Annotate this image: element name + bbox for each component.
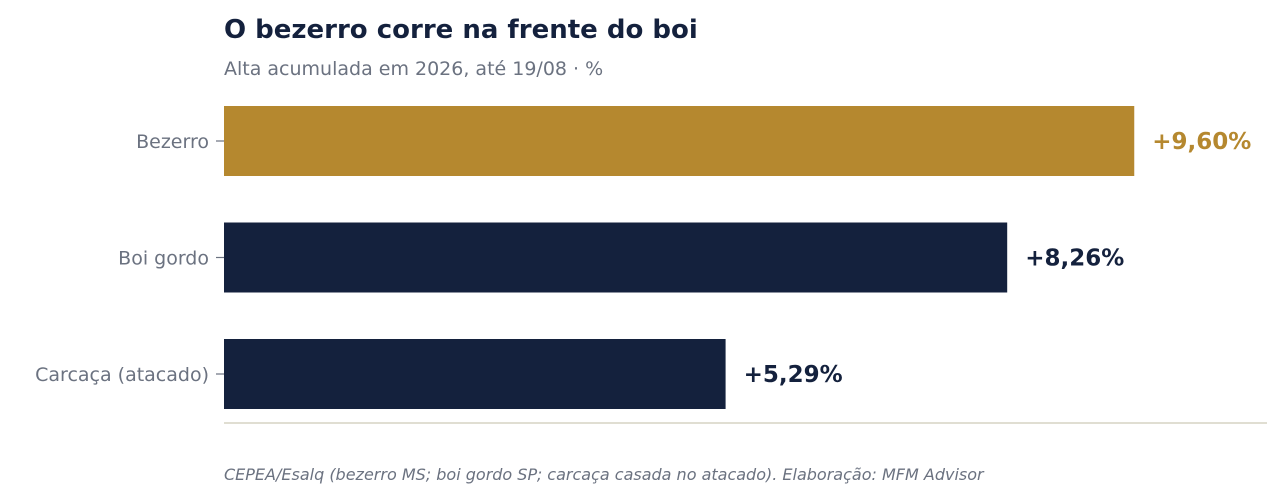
value-label-bezerro: +9,60%	[1152, 129, 1251, 155]
category-label-carcaca-atacado: Carcaça (atacado)	[35, 364, 209, 386]
bar-boi-gordo	[224, 222, 1008, 293]
source-note: CEPEA/Esalq (bezerro MS; boi gordo SP; c…	[224, 465, 985, 484]
bar-bezerro	[224, 106, 1135, 176]
chart-subtitle: Alta acumulada em 2026, até 19/08 · %	[224, 58, 603, 80]
value-label-boi-gordo: +8,26%	[1025, 246, 1124, 272]
bars-layer: Bezerro +9,60% Boi gordo +8,26% Carcaça (ata…	[35, 106, 1251, 409]
category-label-boi-gordo: Boi gordo	[118, 248, 209, 270]
category-label-bezerro: Bezerro	[136, 131, 209, 153]
value-label-carcaca-atacado: +5,29%	[744, 362, 843, 388]
bar-carcaca-atacado	[224, 339, 726, 409]
chart-title: O bezerro corre na frente do boi	[224, 15, 698, 45]
